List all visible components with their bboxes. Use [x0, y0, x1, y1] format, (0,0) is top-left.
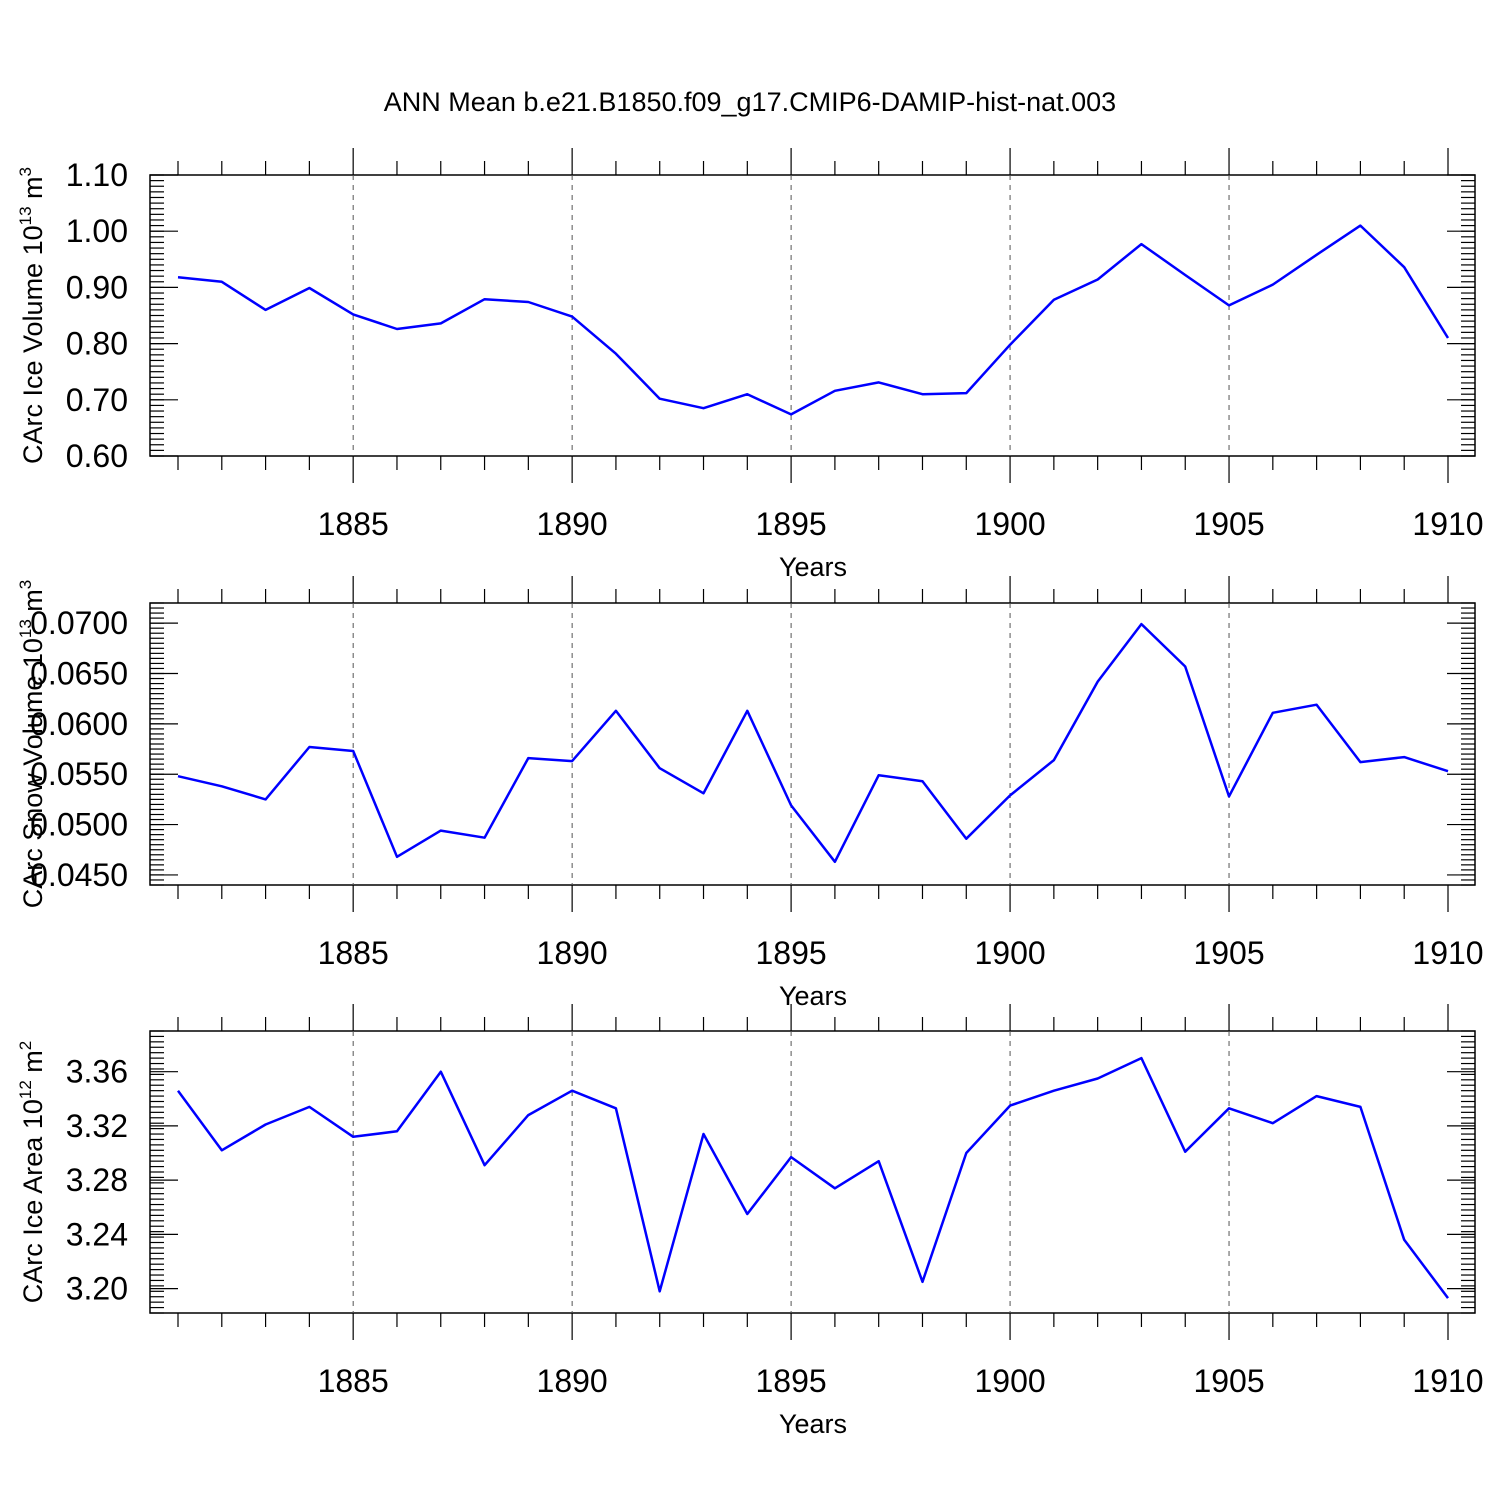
x-tick-label: 1910	[1412, 1363, 1483, 1399]
y-tick-label: 3.28	[66, 1162, 128, 1198]
y-tick-label: 0.90	[66, 269, 128, 305]
x-tick-label: 1905	[1193, 1363, 1264, 1399]
y-tick-label: 0.70	[66, 382, 128, 418]
x-tick-label: 1895	[756, 1363, 827, 1399]
series-line	[177, 224, 1450, 416]
y-tick-label: 0.0600	[30, 706, 128, 742]
x-tick-label: 1910	[1412, 935, 1483, 971]
x-axis-title: Years	[779, 981, 847, 1011]
y-tick-label: 0.0550	[30, 756, 128, 792]
y-tick-label: 3.32	[66, 1108, 128, 1144]
x-tick-label: 1900	[974, 935, 1045, 971]
y-tick-label: 3.24	[66, 1216, 128, 1252]
x-tick-label: 1885	[318, 1363, 389, 1399]
chart-title: ANN Mean b.e21.B1850.f09_g17.CMIP6-DAMIP…	[384, 87, 1116, 117]
series-line	[176, 1056, 1449, 1299]
x-tick-label: 1890	[537, 506, 608, 542]
x-tick-label: 1900	[974, 1363, 1045, 1399]
x-axis-title: Years	[779, 552, 847, 582]
plot-frame	[149, 174, 1476, 457]
y-tick-label: 0.0500	[30, 807, 128, 843]
y-tick-label: 0.0700	[30, 605, 128, 641]
x-tick-label: 1905	[1193, 506, 1264, 542]
y-axis-title: CArc Ice Area 1012 m2	[16, 1041, 48, 1304]
y-tick-label: 0.0650	[30, 656, 128, 692]
panel-1: 1885 1890 1895 1900 1905 1910 Years 0.60 0.70 0.8…	[16, 148, 1484, 582]
x-tick-label: 1895	[756, 506, 827, 542]
panel-2: 1885 1890 1895 1900 1905 1910 Years 0.0450 0.050…	[16, 576, 1484, 1011]
x-tick-label: 1895	[756, 935, 827, 971]
plot-frame	[149, 602, 1476, 886]
x-axis-title: Years	[779, 1409, 847, 1439]
x-tick-label: 1900	[974, 506, 1045, 542]
x-tick-label: 1905	[1193, 935, 1264, 971]
x-tick-label: 1910	[1412, 506, 1483, 542]
y-tick-label: 1.00	[66, 213, 128, 249]
y-tick-label: 1.10	[66, 157, 128, 193]
x-tick-label: 1885	[318, 935, 389, 971]
y-axis-title: CArc Snow Volume 1013 m3	[16, 580, 48, 909]
y-tick-label: 0.0450	[30, 857, 128, 893]
y-tick-label: 0.80	[66, 326, 128, 362]
panel-3: 1885 1890 1895 1900 1905 1910 Years 3.20 3.24 3.2…	[16, 1004, 1484, 1439]
x-tick-label: 1890	[537, 1363, 608, 1399]
y-tick-label: 0.60	[66, 438, 128, 474]
y-axis-title: CArc Ice Volume 1013 m3	[16, 167, 48, 464]
x-tick-label: 1885	[318, 506, 389, 542]
x-tick-label: 1890	[537, 935, 608, 971]
y-tick-label: 3.20	[66, 1271, 128, 1307]
y-tick-label: 3.36	[66, 1054, 128, 1090]
series-line	[177, 622, 1449, 864]
